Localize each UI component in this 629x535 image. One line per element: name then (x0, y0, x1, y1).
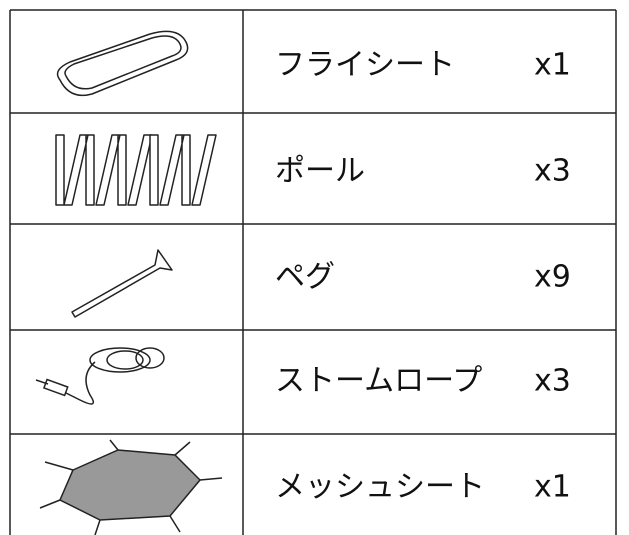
part-name: メッシュシート (275, 470, 485, 505)
part-name: フライシート (275, 48, 455, 83)
peg-icon (71, 249, 173, 318)
fly-sheet-icon (56, 30, 189, 97)
mesh-sheet-icon (39, 439, 223, 535)
part-name: ポール (275, 154, 365, 189)
pole-icon (55, 134, 217, 206)
rope-icon (35, 347, 165, 405)
part-quantity: x3 (534, 154, 571, 189)
part-quantity: x3 (534, 364, 571, 399)
part-quantity: x1 (534, 48, 571, 83)
part-name: ペグ (275, 260, 335, 295)
part-name: ストームロープ (275, 364, 482, 399)
part-quantity: x1 (534, 470, 571, 505)
part-quantity: x9 (534, 260, 571, 295)
